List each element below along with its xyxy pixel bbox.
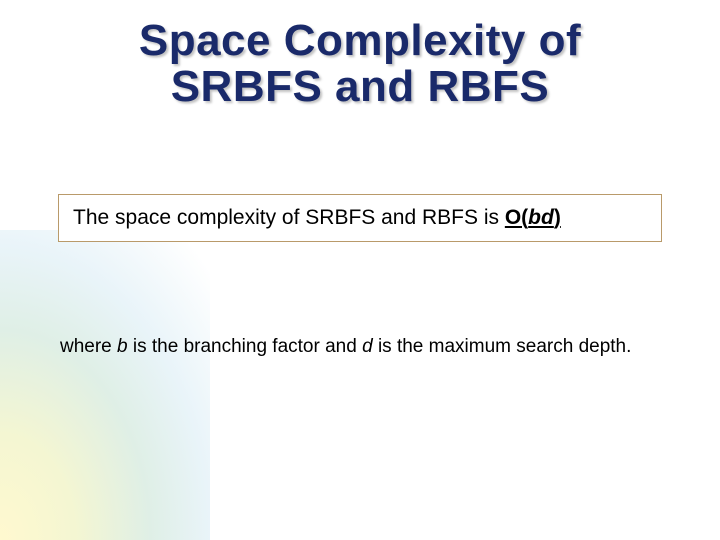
caption-text: where b is the branching factor and d is… [60,336,631,358]
complexity-box: The space complexity of SRBFS and RBFS i… [58,194,662,242]
big-o-vars: bd [528,206,554,229]
complexity-prefix: The space complexity of SRBFS and RBFS i… [73,206,505,229]
slide-title: Space Complexity of SRBFS and RBFS [0,18,720,110]
big-o-open: O( [505,206,528,229]
complexity-text: The space complexity of SRBFS and RBFS i… [73,206,561,230]
caption-var-d: d [362,336,373,357]
big-o-close: ) [554,206,561,229]
caption-part-3: is the maximum search depth. [373,336,632,357]
slide: Space Complexity of SRBFS and RBFS The s… [0,0,720,540]
caption-part-2: is the branching factor and [128,336,362,357]
caption-part-1: where [60,336,117,357]
big-o-notation: O(bd) [505,206,561,229]
title-line-2: SRBFS and RBFS [171,62,550,111]
caption-var-b: b [117,336,128,357]
title-line-1: Space Complexity of [139,16,581,65]
